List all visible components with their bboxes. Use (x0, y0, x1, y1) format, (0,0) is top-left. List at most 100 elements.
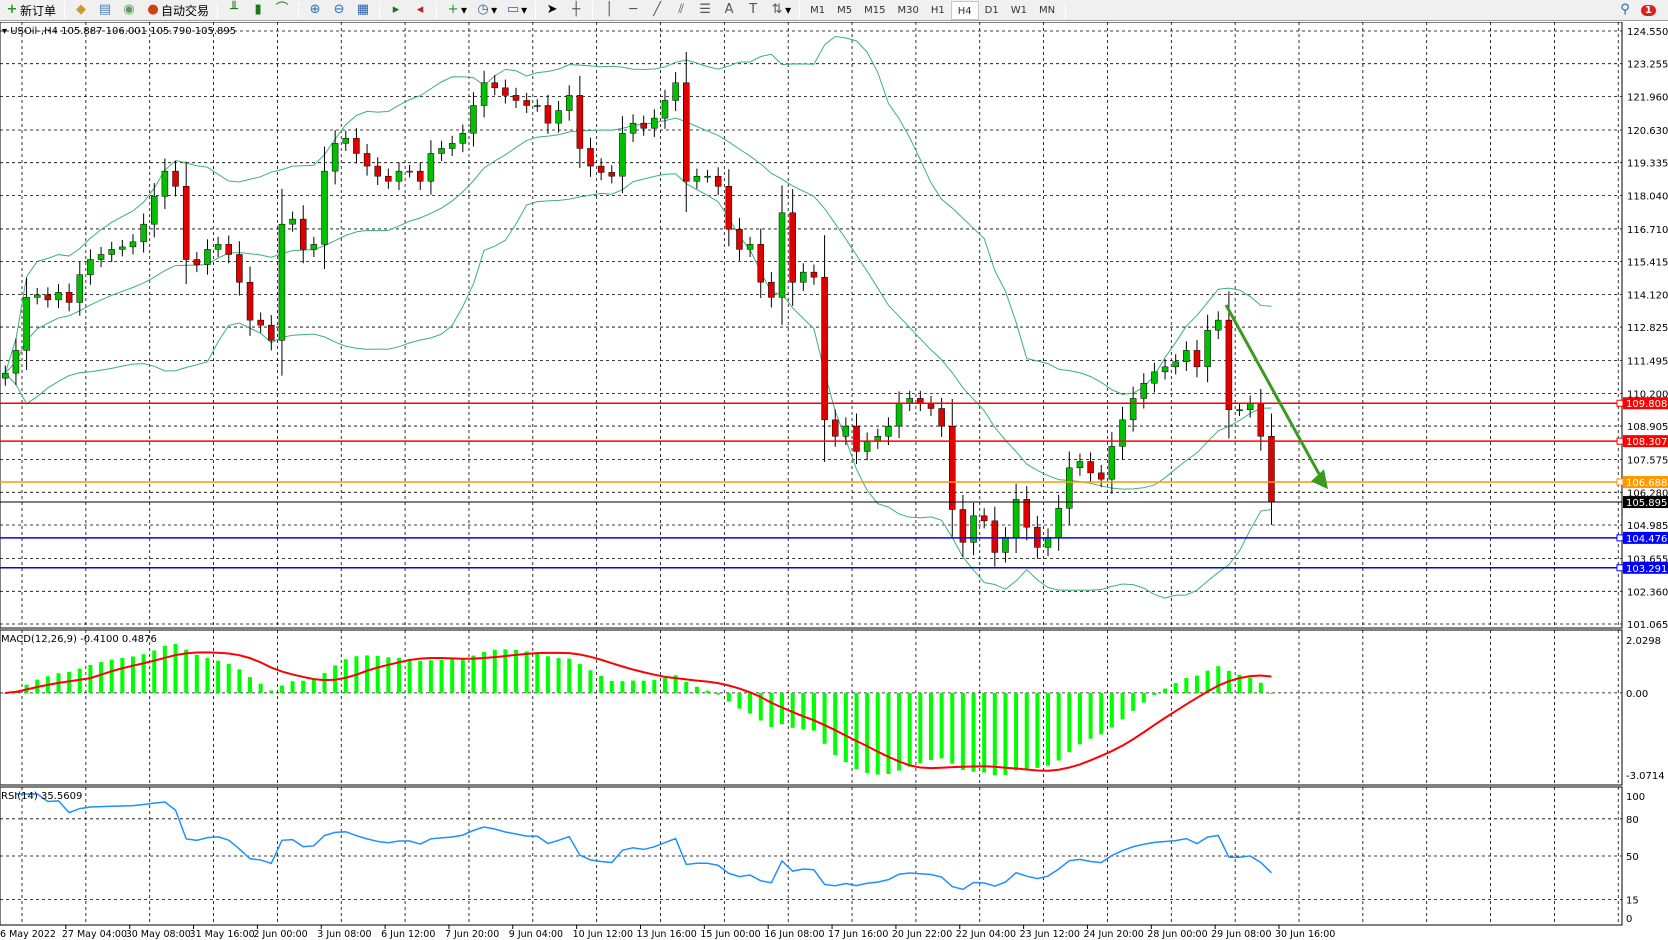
macd-histogram-bar (216, 660, 221, 693)
separator (799, 1, 801, 19)
timeframe-w1[interactable]: W1 (1010, 4, 1027, 16)
candle-body (246, 281, 254, 321)
indicators-button[interactable]: + ▾ (441, 1, 471, 20)
arrows-button[interactable]: ⇅ ▾ (765, 1, 795, 20)
candle-body (1246, 403, 1254, 411)
candle (97, 246, 105, 268)
chart-shift-button[interactable]: ◂ (408, 1, 432, 20)
auto-scroll-button[interactable]: ▸ (384, 1, 408, 20)
auto-trading-button[interactable]: ● 自动交易 (141, 1, 213, 20)
text-button[interactable]: A (717, 1, 741, 20)
candle (821, 235, 828, 462)
candle (534, 99, 541, 112)
zoom-in-icon: ⊕ (309, 2, 321, 17)
timeframe-m5[interactable]: M5 (837, 4, 853, 16)
notifications-button[interactable]: 1 (1637, 1, 1660, 20)
candle (417, 162, 424, 191)
candle-body (289, 218, 296, 225)
vertical-line-button[interactable]: │ (597, 1, 621, 20)
macd-histogram-bar (258, 683, 263, 693)
text-label-button[interactable]: T (741, 1, 765, 20)
crosshair-button[interactable]: ┼ (564, 1, 588, 20)
macd-histogram-bar (1216, 666, 1221, 693)
cursor-button[interactable]: ➤ (540, 1, 564, 20)
rsi-tick-label: 15 (1626, 895, 1639, 906)
periods-button[interactable]: ◷ ▾ (471, 1, 501, 20)
candle-body (640, 122, 647, 129)
horizontal-line-button[interactable]: ─ (621, 1, 645, 20)
candle-body (1204, 329, 1211, 368)
candle (1129, 386, 1137, 432)
new-order-button[interactable]: + 新订单 (0, 1, 60, 20)
macd-histogram-bar (577, 664, 582, 693)
bar-chart-button[interactable]: ╨ (222, 1, 246, 20)
autoscroll-icon: ▸ (392, 2, 400, 17)
timeframe-h1[interactable]: H1 (930, 4, 945, 16)
macd-histogram-bar (758, 692, 763, 721)
templates-button[interactable]: ▭ ▾ (506, 2, 528, 17)
macd-histogram-bar (982, 692, 987, 773)
signals-button[interactable]: ◉ (117, 1, 141, 20)
candle-body (1002, 537, 1009, 553)
macd-histogram-bar (567, 658, 572, 693)
macd-signal-line (5, 651, 1272, 772)
candle-body (757, 244, 764, 283)
tile-windows-button[interactable]: ▦ (351, 1, 375, 20)
fibonacci-button[interactable]: ☰ (693, 1, 717, 20)
candle-body (938, 408, 945, 427)
candle (736, 217, 743, 261)
channel-button[interactable]: ⫽ (669, 1, 693, 20)
date-tick-label: 20 Jun 22:00 (892, 929, 952, 940)
macd-histogram-bar (67, 671, 72, 693)
macd-histogram-bar (545, 656, 550, 693)
macd-histogram-bar (769, 692, 774, 728)
candle-body (959, 509, 967, 543)
candle (980, 508, 988, 529)
macd-histogram-bar (365, 655, 370, 693)
macd-histogram-bar (641, 680, 646, 693)
candle-chart-button[interactable]: ▮ (246, 1, 270, 20)
macd-histogram-bar (109, 659, 114, 693)
candle (65, 283, 73, 312)
terminal-button[interactable]: ▤ (93, 1, 117, 20)
level-price-badge (1623, 435, 1668, 448)
candle-body (672, 82, 679, 101)
zoom-out-button[interactable]: ⊖ (327, 1, 351, 20)
candle-body (597, 165, 605, 173)
bollinger-middle (4, 117, 1272, 490)
line-chart-button[interactable]: ⌒ (270, 1, 294, 20)
date-tick-label: 28 Jun 00:00 (1147, 929, 1207, 940)
timeframe-mn[interactable]: MN (1038, 4, 1056, 16)
zoom-in-button[interactable]: ⊕ (303, 1, 327, 20)
candle (1076, 453, 1084, 476)
date-tick-label: 22 Jun 04:00 (956, 929, 1016, 940)
level-price-label: 106.688 (1626, 478, 1667, 489)
timeframe-d1[interactable]: D1 (984, 4, 999, 16)
candle (1204, 314, 1211, 383)
search-button[interactable]: ⚲ (1613, 1, 1637, 20)
macd-histogram-bar (599, 675, 604, 693)
timeframe-m15[interactable]: M15 (864, 4, 886, 16)
timeframe-m1[interactable]: M1 (810, 4, 826, 16)
metaeditor-button[interactable]: ◆ (69, 1, 93, 20)
macd-histogram-bar (716, 692, 721, 695)
candle (651, 109, 658, 138)
price-chart[interactable]: 124.550 123.255 121.960 120.630 119.335 118.0… (0, 22, 1668, 940)
candle (23, 277, 30, 370)
timeframe-h4[interactable]: H4 (950, 0, 979, 20)
candle-body (193, 259, 201, 265)
candle-body (683, 82, 690, 182)
bar-chart-icon: ╨ (230, 2, 238, 17)
candle (246, 266, 254, 336)
macd-histogram-bar (1067, 692, 1072, 753)
timeframe-m30[interactable]: M30 (897, 4, 919, 16)
macd-histogram-bar (1056, 692, 1061, 761)
candle (512, 87, 520, 109)
date-tick-label: 24 Jun 20:00 (1083, 929, 1143, 940)
trendline-button[interactable]: ╱ (645, 1, 669, 20)
separator (379, 1, 381, 19)
macd-histogram-bar (875, 692, 880, 775)
candle-body (76, 274, 84, 303)
candle (800, 263, 807, 292)
macd-histogram-bar (790, 692, 795, 728)
